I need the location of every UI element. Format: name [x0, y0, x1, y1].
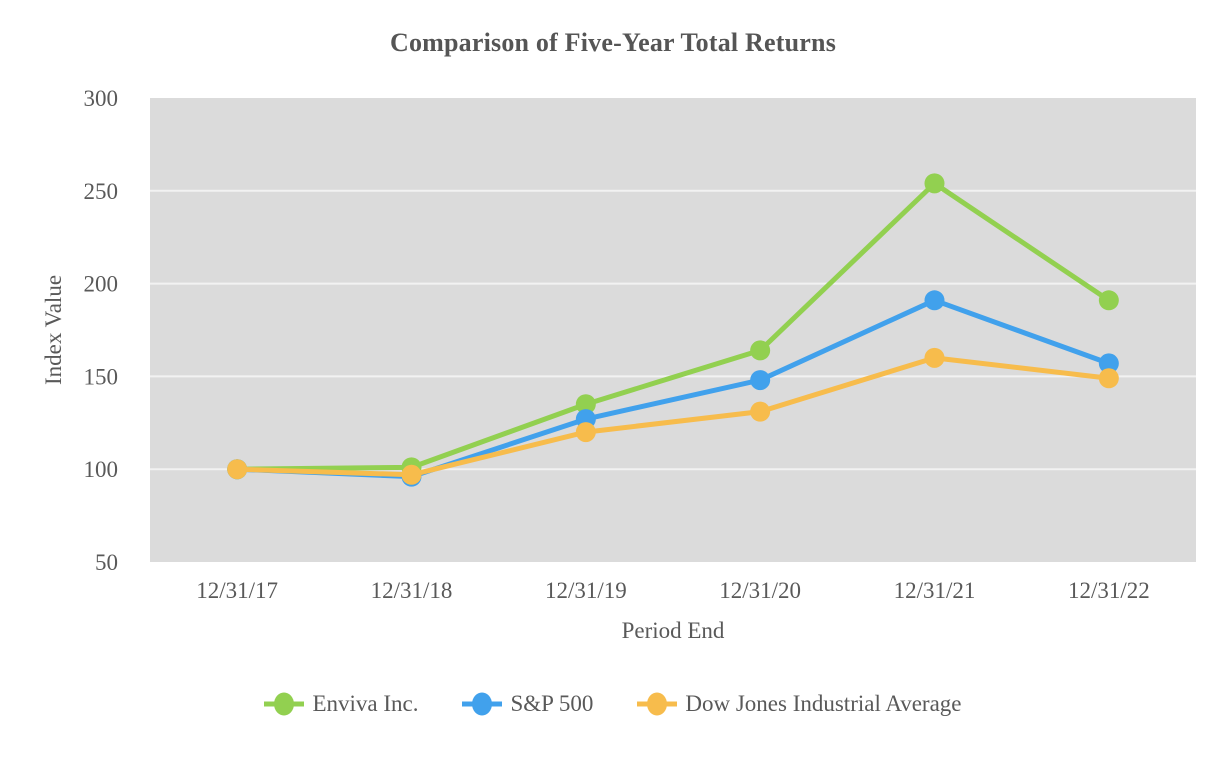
y-axis-title: Index Value — [41, 274, 66, 386]
legend-item: S&P 500 — [462, 691, 593, 717]
data-point — [1098, 368, 1119, 389]
data-point — [750, 401, 771, 422]
data-point — [750, 340, 771, 361]
data-point — [575, 394, 596, 415]
x-tick-label: 12/31/18 — [371, 578, 453, 603]
legend-marker-icon — [264, 692, 305, 716]
x-tick-label: 12/31/19 — [545, 578, 627, 603]
y-tick-label: 200 — [84, 272, 119, 297]
series-line — [237, 355, 1110, 478]
y-tick-label: 50 — [95, 550, 118, 575]
legend: Enviva Inc. S&P 500 Dow Jones Industrial A… — [0, 691, 1226, 717]
chart-title: Comparison of Five-Year Total Returns — [389, 28, 837, 57]
data-point — [575, 422, 596, 443]
legend-item: Enviva Inc. — [264, 691, 418, 717]
y-tick-label: 150 — [84, 364, 119, 389]
legend-label: Dow Jones Industrial Average — [685, 691, 962, 716]
data-point — [1098, 290, 1119, 311]
data-point — [924, 347, 945, 368]
x-tick-label: 12/31/21 — [894, 578, 976, 603]
x-axis-title: Period End — [621, 618, 725, 643]
data-point — [924, 173, 945, 194]
y-tick-label: 300 — [84, 86, 119, 111]
data-point — [1098, 353, 1119, 374]
legend-marker-icon — [462, 692, 503, 716]
data-point — [401, 464, 422, 485]
x-tick-label: 12/31/20 — [719, 578, 801, 603]
x-tick-label: 12/31/17 — [196, 578, 278, 603]
legend-label: S&P 500 — [510, 691, 594, 716]
x-tick-label: 12/31/22 — [1068, 578, 1150, 603]
y-tick-label: 250 — [84, 179, 119, 204]
legend-item: Dow Jones Industrial Average — [637, 691, 962, 717]
data-point — [227, 459, 248, 480]
data-point — [750, 370, 771, 391]
plot-background — [150, 98, 1196, 562]
legend-marker-icon — [637, 692, 678, 716]
series-line — [237, 180, 1111, 472]
legend-label: Enviva Inc. — [312, 691, 419, 716]
data-point — [924, 290, 945, 311]
y-tick-label: 100 — [84, 457, 119, 482]
